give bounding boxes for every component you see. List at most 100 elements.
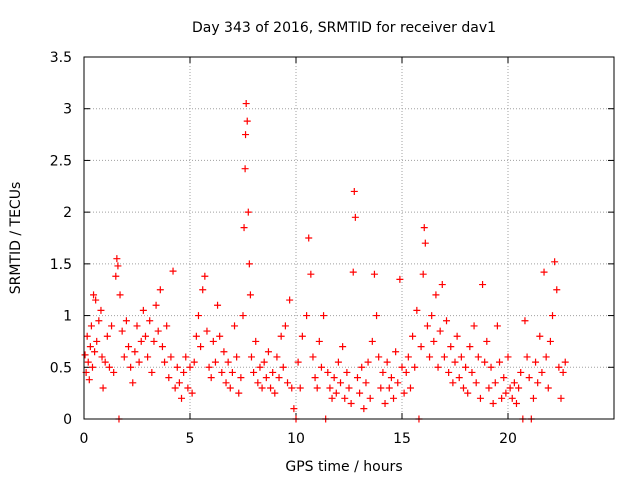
data-point [108,322,116,330]
data-point [459,384,467,392]
data-point [449,379,457,387]
data-point [85,376,93,384]
data-point [436,327,444,335]
data-point [203,327,211,335]
data-point [99,384,107,392]
data-point [231,322,239,330]
data-point [483,337,491,345]
data-point [553,286,561,294]
data-point [485,384,493,392]
data-point [307,270,315,278]
x-tick-label: 15 [393,431,411,447]
data-point [281,322,289,330]
data-point [86,343,94,351]
data-point [498,394,506,402]
data-point [242,100,250,108]
data-point [508,394,516,402]
data-point [534,379,542,387]
data-point [241,165,249,173]
data-point [211,358,219,366]
data-point [330,374,338,382]
data-point [356,389,364,397]
data-point [284,379,292,387]
data-point [474,353,482,361]
data-point [84,358,92,366]
data-point [188,389,196,397]
data-points [81,100,569,423]
data-point [515,384,523,392]
data-point [279,363,287,371]
data-point [364,358,372,366]
data-point [481,358,489,366]
data-point [116,291,124,299]
data-point [421,239,429,247]
data-point [375,353,383,361]
data-point [252,337,260,345]
data-point [290,405,298,413]
data-point [546,337,554,345]
data-point [544,384,552,392]
data-point [455,374,463,382]
data-point [496,358,504,366]
data-point [113,255,121,263]
data-point [101,358,109,366]
data-point [493,322,501,330]
data-point [337,379,345,387]
x-tick-label: 0 [80,431,89,447]
data-point [362,379,370,387]
data-point [347,399,355,407]
data-point [247,353,255,361]
data-point [309,353,317,361]
data-point [184,384,192,392]
data-point [315,337,323,345]
data-point [521,317,529,325]
data-point [360,405,368,413]
data-point [207,374,215,382]
data-point [404,353,412,361]
data-point [559,368,567,376]
data-point [250,368,258,376]
data-point [105,363,113,371]
data-point [487,363,495,371]
data-point [214,301,222,309]
data-point [345,384,353,392]
data-point [320,312,328,320]
data-point [139,306,147,314]
data-point [351,213,359,221]
data-point [420,224,428,232]
data-point [271,389,279,397]
data-point [235,389,243,397]
data-point [243,117,251,125]
data-point [555,363,563,371]
plot-frame [83,56,615,420]
chart-title: Day 343 of 2016, SRMTID for receiver dav… [192,20,496,36]
data-point [233,353,241,361]
data-point [370,270,378,278]
data-point [381,399,389,407]
data-point [98,353,106,361]
data-point [267,384,275,392]
data-point [87,322,95,330]
x-tick-label: 20 [499,431,517,447]
data-point [390,394,398,402]
data-point [489,399,497,407]
data-point [205,363,213,371]
data-point [244,208,252,216]
data-point [451,358,459,366]
data-point [152,301,160,309]
data-point [114,262,122,270]
data-point [413,306,421,314]
data-point [146,317,154,325]
data-point [411,363,419,371]
data-point [341,394,349,402]
data-point [396,275,404,283]
data-point [256,363,264,371]
data-point [406,384,414,392]
data-point [409,332,417,340]
data-point [296,384,304,392]
data-point [400,389,408,397]
data-point [317,363,325,371]
data-point [129,379,137,387]
data-point [423,322,431,330]
